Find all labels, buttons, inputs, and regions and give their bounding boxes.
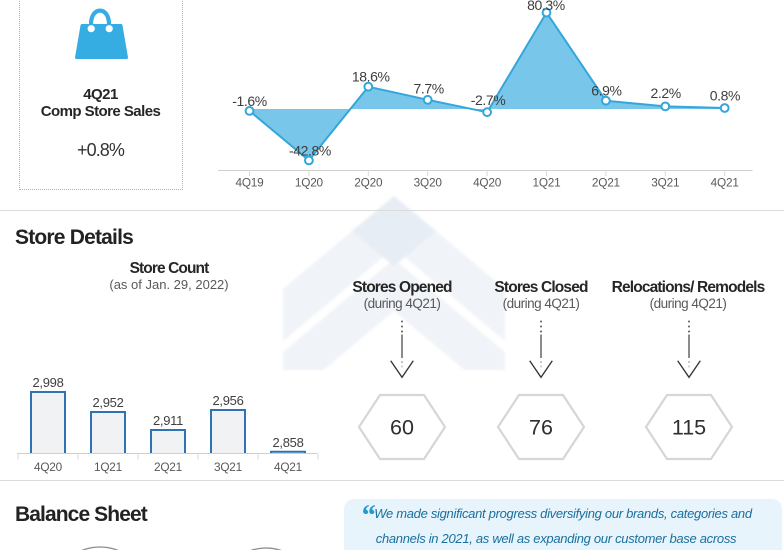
svg-text:80.3%: 80.3% bbox=[527, 0, 565, 13]
svg-text:1Q21: 1Q21 bbox=[94, 460, 122, 474]
svg-text:0.8%: 0.8% bbox=[710, 88, 740, 104]
svg-text:3Q20: 3Q20 bbox=[414, 176, 443, 190]
svg-text:-2.7%: -2.7% bbox=[471, 92, 506, 108]
svg-text:-42.8%: -42.8% bbox=[289, 143, 331, 159]
svg-text:3Q21: 3Q21 bbox=[651, 176, 679, 190]
svg-text:2Q20: 2Q20 bbox=[354, 176, 383, 190]
svg-text:1Q21: 1Q21 bbox=[532, 176, 560, 190]
svg-text:2,858: 2,858 bbox=[272, 435, 303, 450]
svg-text:4Q20: 4Q20 bbox=[34, 460, 63, 474]
svg-text:4Q20: 4Q20 bbox=[473, 176, 502, 190]
svg-text:6.9%: 6.9% bbox=[591, 83, 621, 99]
svg-text:4Q19: 4Q19 bbox=[235, 176, 263, 190]
svg-text:2.2%: 2.2% bbox=[650, 85, 680, 101]
svg-text:7.7%: 7.7% bbox=[413, 81, 443, 97]
svg-text:18.6%: 18.6% bbox=[352, 69, 390, 85]
svg-text:115: 115 bbox=[672, 416, 706, 440]
svg-text:2,952: 2,952 bbox=[92, 395, 123, 410]
svg-text:1Q20: 1Q20 bbox=[295, 176, 324, 190]
svg-text:2,956: 2,956 bbox=[212, 393, 243, 408]
svg-text:-1.6%: -1.6% bbox=[232, 93, 267, 109]
svg-text:2,911: 2,911 bbox=[153, 413, 183, 428]
svg-text:60: 60 bbox=[390, 416, 414, 440]
svg-text:4Q21: 4Q21 bbox=[711, 176, 739, 190]
svg-text:2,998: 2,998 bbox=[32, 375, 63, 390]
svg-text:2Q21: 2Q21 bbox=[154, 460, 182, 474]
svg-text:76: 76 bbox=[529, 416, 553, 440]
svg-text:4Q21: 4Q21 bbox=[274, 460, 302, 474]
svg-text:3Q21: 3Q21 bbox=[214, 460, 242, 474]
svg-text:2Q21: 2Q21 bbox=[592, 176, 620, 190]
